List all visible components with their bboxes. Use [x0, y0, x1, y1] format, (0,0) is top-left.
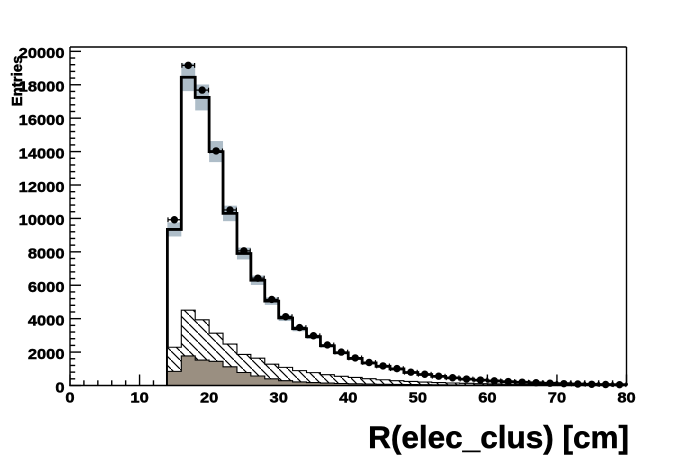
svg-text:50: 50 [409, 391, 427, 407]
svg-text:18000: 18000 [19, 79, 65, 95]
svg-text:70: 70 [548, 391, 566, 407]
svg-text:12000: 12000 [19, 180, 65, 196]
svg-text:Entries: Entries [9, 56, 26, 107]
svg-text:10000: 10000 [19, 213, 65, 229]
svg-text:80: 80 [617, 391, 635, 407]
svg-text:30: 30 [270, 391, 288, 407]
svg-text:40: 40 [339, 391, 357, 407]
svg-text:0: 0 [65, 391, 74, 407]
svg-text:16000: 16000 [19, 113, 65, 129]
svg-text:6000: 6000 [28, 280, 65, 296]
svg-text:0: 0 [55, 380, 64, 396]
svg-text:2000: 2000 [28, 347, 65, 363]
svg-text:20000: 20000 [19, 46, 65, 62]
svg-text:10: 10 [130, 391, 148, 407]
svg-text:R(elec_clus) [cm]: R(elec_clus) [cm] [368, 419, 629, 455]
svg-text:60: 60 [478, 391, 496, 407]
svg-text:4000: 4000 [28, 313, 65, 329]
svg-text:14000: 14000 [19, 146, 65, 162]
svg-text:20: 20 [200, 391, 218, 407]
svg-text:8000: 8000 [28, 247, 65, 263]
